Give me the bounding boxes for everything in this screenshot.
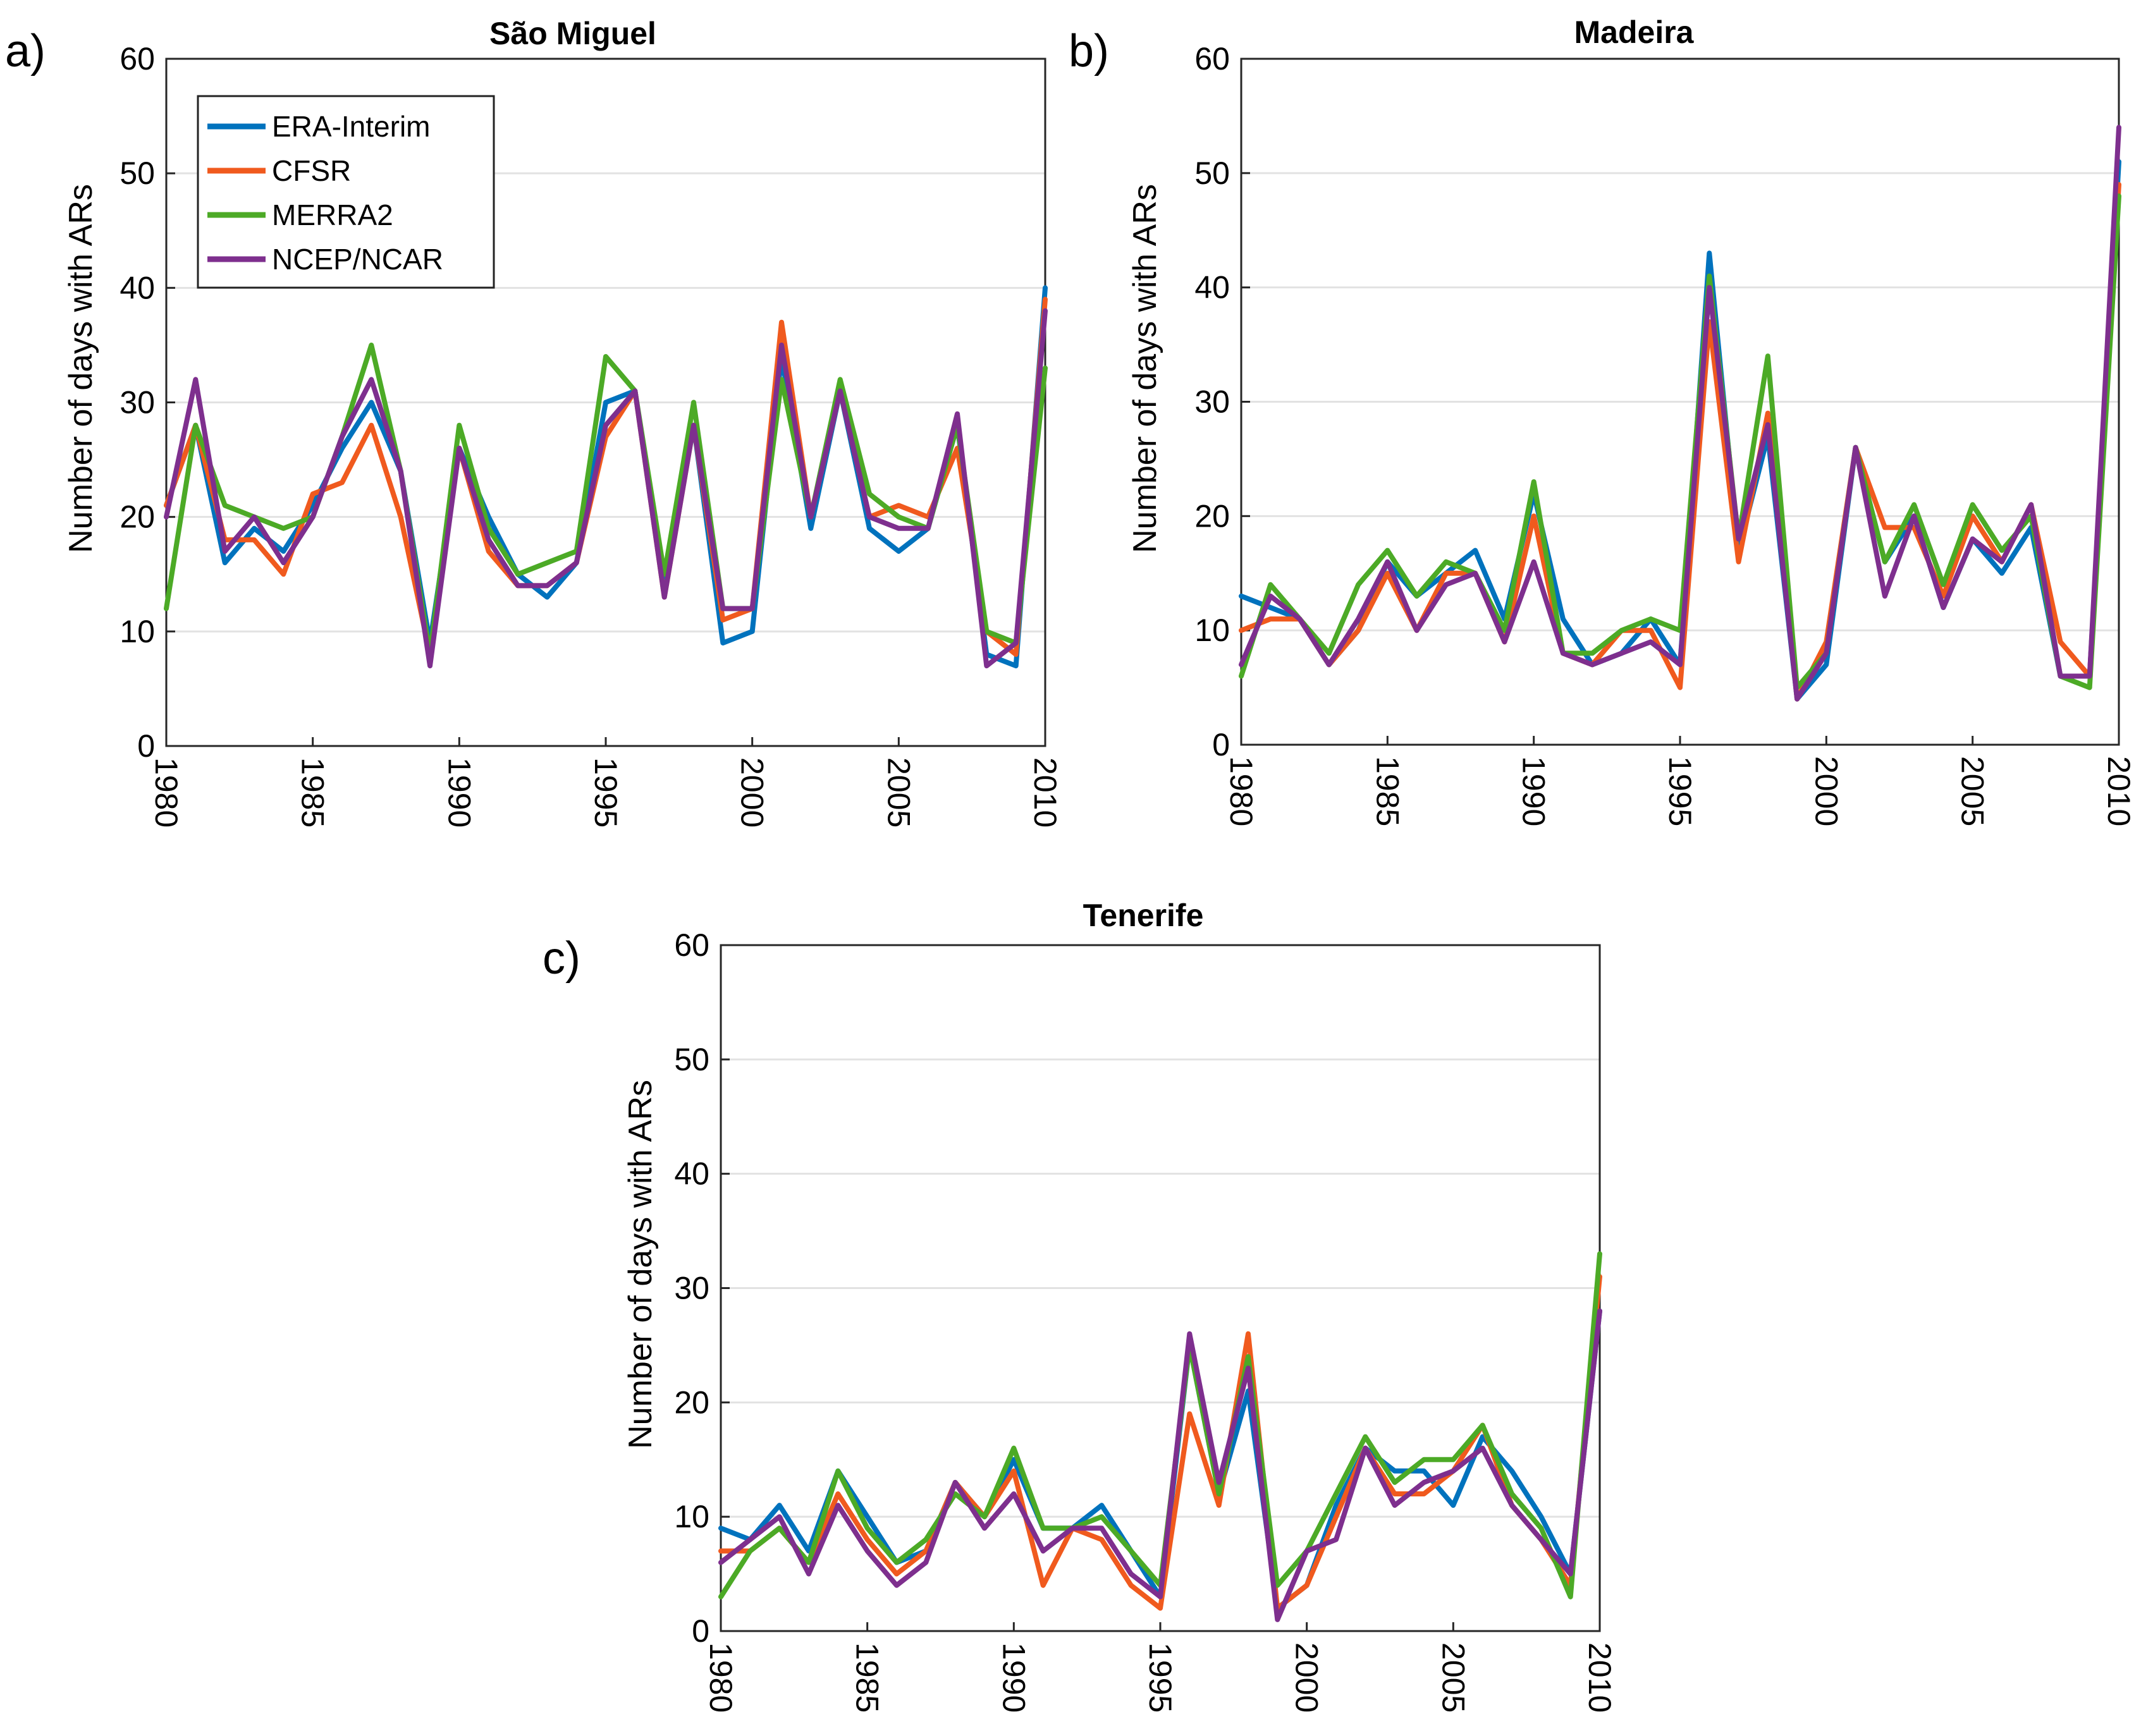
- panel-madeira: b) Madeira Number of days with ARs 0 10 20…: [1069, 15, 2137, 826]
- y-tick-label: 20: [674, 1385, 709, 1420]
- y-tick-label: 10: [1194, 613, 1230, 648]
- x-tick-label: 2000: [1808, 756, 1844, 826]
- y-axis-label: Number of days with ARs: [63, 184, 99, 553]
- y-axis-label: Number of days with ARs: [622, 1080, 659, 1449]
- x-tick-label: 1980: [149, 757, 184, 828]
- x-tick-label: 2010: [1582, 1642, 1617, 1713]
- y-tick-label: 0: [1212, 727, 1230, 762]
- y-tick-label: 30: [1194, 384, 1230, 420]
- y-tick-label: 30: [674, 1271, 709, 1306]
- x-tick-label: 2000: [1289, 1642, 1325, 1713]
- y-tick-label: 60: [120, 41, 155, 76]
- y-tick-label: 0: [692, 1613, 709, 1649]
- panel-label-b: b): [1069, 26, 1109, 76]
- series-line-ncep-ncar: [1239, 125, 2121, 702]
- panel-label-c: c): [543, 933, 580, 984]
- chart-title-tenerife: Tenerife: [1083, 898, 1204, 933]
- y-tick-label: 60: [674, 927, 709, 963]
- y-tick-label: 50: [674, 1042, 709, 1077]
- chart-title-madeira: Madeira: [1574, 15, 1695, 50]
- y-tick-label: 50: [120, 156, 155, 191]
- x-tick-label: 2005: [881, 757, 916, 828]
- y-tick-label: 60: [1194, 41, 1230, 76]
- legend-label: MERRA2: [272, 199, 393, 231]
- x-tick-label: 2010: [2101, 756, 2137, 826]
- legend-label: ERA-Interim: [272, 110, 430, 143]
- series-line-era-interim: [164, 285, 1048, 669]
- x-tick-label: 1980: [703, 1642, 739, 1713]
- series-line-cfsr: [164, 296, 1048, 657]
- y-tick-label: 20: [120, 499, 155, 535]
- x-tick-label: 1990: [1516, 756, 1552, 826]
- panel-tenerife: c) Tenerife Number of days with ARs 0 10 2…: [543, 898, 1617, 1713]
- y-tick-label: 10: [120, 614, 155, 649]
- y-tick-label: 40: [674, 1156, 709, 1192]
- series-line-merra2: [164, 342, 1048, 657]
- x-tick-label: 1995: [1143, 1642, 1178, 1713]
- x-tick-label: 1995: [1662, 756, 1698, 826]
- x-tick-label: 1985: [1370, 756, 1405, 826]
- legend: ERA-Interim CFSR MERRA2 NCEP/NCAR: [197, 95, 495, 289]
- x-tick-label: 1995: [588, 757, 623, 828]
- panel-sao-miguel: a) São Miguel Number of days with ARs 01…: [5, 16, 1063, 828]
- x-tick-label: 1985: [295, 757, 331, 828]
- y-axis-label: Number of days with ARs: [1127, 184, 1163, 553]
- y-tick-label: 40: [1194, 270, 1230, 305]
- y-tick-label: 50: [1194, 156, 1230, 191]
- series-line-cfsr: [1239, 181, 2121, 702]
- x-tick-label: 2005: [1955, 756, 1991, 826]
- y-tick-label: 20: [1194, 498, 1230, 534]
- series-line-ncep-ncar: [718, 1308, 1602, 1622]
- x-tick-label: 1980: [1224, 756, 1259, 826]
- series-line-merra2: [718, 1251, 1602, 1599]
- y-tick-label: 30: [120, 385, 155, 420]
- y-tick-label: 0: [137, 728, 155, 764]
- x-tick-label: 2000: [735, 757, 770, 828]
- series-line-merra2: [1239, 193, 2121, 690]
- legend-label: CFSR: [272, 154, 351, 187]
- x-tick-label: 2005: [1435, 1642, 1471, 1713]
- x-tick-label: 1990: [996, 1642, 1031, 1713]
- panel-label-a: a): [5, 26, 46, 76]
- y-tick-label: 10: [674, 1499, 709, 1534]
- chart-title-sao-miguel: São Miguel: [489, 16, 656, 51]
- series-line-ncep-ncar: [164, 308, 1048, 669]
- y-tick-label: 40: [120, 270, 155, 305]
- x-tick-label: 2010: [1028, 757, 1063, 828]
- x-tick-label: 1990: [441, 757, 477, 828]
- legend-label: NCEP/NCAR: [272, 243, 443, 276]
- x-tick-label: 1985: [850, 1642, 885, 1713]
